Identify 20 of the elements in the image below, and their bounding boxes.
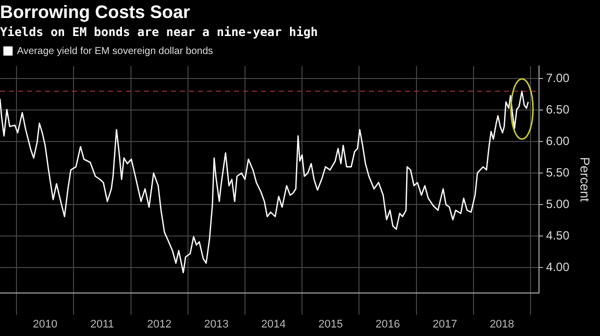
x-tick-label: 2017 [432,318,458,330]
y-tick-label: 6.50 [546,102,570,116]
chart-subtitle: Yields on EM bonds are near a nine-year high [0,24,318,39]
x-tick-label: 2015 [318,318,343,330]
y-axis-title: Percent [578,156,593,202]
x-tick-label: 2018 [490,318,514,330]
y-tick-label: 7.00 [546,70,570,85]
y-tick-label: 4.00 [546,260,570,274]
chart-title: Borrowing Costs Soar [0,2,190,22]
y-tick-label: 4.50 [546,228,570,242]
y-tick-label: 5.50 [546,165,570,180]
y-tick-label: 5.00 [546,196,570,211]
x-tick-label: 2010 [32,318,58,330]
x-tick-label: 2016 [375,318,400,330]
legend-label: Average yield for EM sovereign dollar bonds [17,46,214,57]
x-tick-label: 2013 [204,318,229,330]
y-tick-label: 6.00 [546,134,570,148]
x-tick-label: 2012 [147,318,172,330]
x-tick-label: 2014 [261,318,286,330]
x-tick-label: 2011 [90,318,114,330]
